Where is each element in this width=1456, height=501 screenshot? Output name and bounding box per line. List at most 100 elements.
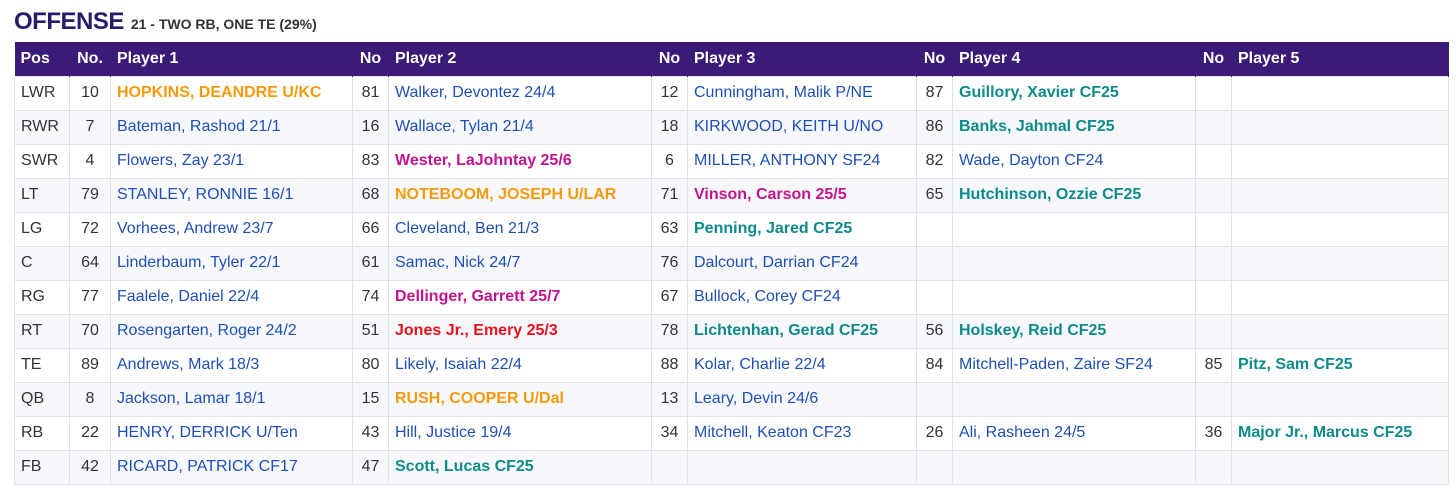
player-name-cell [952, 449, 1196, 485]
jersey-number-cell: 61 [352, 245, 389, 281]
table-row: RG 77 Faalele, Daniel 22/4 74 Dellinger, Gar… [14, 279, 1449, 315]
jersey-number-cell: 6 [651, 143, 688, 179]
player-name-cell[interactable]: Pitz, Sam CF25 [1231, 347, 1449, 383]
jersey-number-cell: 83 [352, 143, 389, 179]
player-name-cell[interactable]: Faalele, Daniel 22/4 [110, 279, 353, 315]
jersey-number-cell: 84 [916, 347, 953, 383]
player-name-cell[interactable]: Wade, Dayton CF24 [952, 143, 1196, 179]
player-name-cell[interactable]: Scott, Lucas CF25 [388, 449, 652, 485]
player-name-cell [1231, 449, 1449, 485]
player-name-cell[interactable]: Leary, Devin 24/6 [687, 381, 917, 417]
jersey-number-cell [1195, 177, 1232, 213]
player-name-cell[interactable]: Vorhees, Andrew 23/7 [110, 211, 353, 247]
player-name-cell [1231, 211, 1449, 247]
player-name-cell[interactable]: Dalcourt, Darrian CF24 [687, 245, 917, 281]
player-name-cell[interactable]: Kolar, Charlie 22/4 [687, 347, 917, 383]
position-cell: FB [14, 449, 70, 485]
header-row: Pos No. Player 1 No Player 2 No Player 3… [14, 42, 1449, 76]
player-name-cell[interactable]: Holskey, Reid CF25 [952, 313, 1196, 349]
player-name-cell[interactable]: Jackson, Lamar 18/1 [110, 381, 353, 417]
player-name-cell[interactable]: Samac, Nick 24/7 [388, 245, 652, 281]
player-name-cell [952, 279, 1196, 315]
player-name-cell [687, 449, 917, 485]
player-name-cell[interactable]: Guillory, Xavier CF25 [952, 75, 1196, 111]
player-name-cell[interactable]: RICARD, PATRICK CF17 [110, 449, 353, 485]
player-name-cell[interactable]: Hutchinson, Ozzie CF25 [952, 177, 1196, 213]
player-name-cell[interactable]: Flowers, Zay 23/1 [110, 143, 353, 179]
player-name-cell[interactable]: Bullock, Corey CF24 [687, 279, 917, 315]
player-name-cell[interactable]: Linderbaum, Tyler 22/1 [110, 245, 353, 281]
col-header-no: No [651, 42, 688, 76]
player-name-cell [1231, 177, 1449, 213]
player-name-cell [952, 211, 1196, 247]
player-name-cell[interactable]: Cleveland, Ben 21/3 [388, 211, 652, 247]
table-row: LG 72 Vorhees, Andrew 23/7 66 Cleveland, Ben… [14, 211, 1449, 247]
player-name-cell[interactable]: Penning, Jared CF25 [687, 211, 917, 247]
player-name-cell[interactable]: Banks, Jahmal CF25 [952, 109, 1196, 145]
player-name-cell[interactable]: Andrews, Mark 18/3 [110, 347, 353, 383]
jersey-number-cell [1195, 313, 1232, 349]
jersey-number-cell [1195, 211, 1232, 247]
position-cell: SWR [14, 143, 70, 179]
player-name-cell[interactable]: Ali, Rasheen 24/5 [952, 415, 1196, 451]
table-row: TE 89 Andrews, Mark 18/3 80 Likely, Isaiah 2… [14, 347, 1449, 383]
player-name-cell[interactable]: NOTEBOOM, JOSEPH U/LAR [388, 177, 652, 213]
player-name-cell[interactable]: HENRY, DERRICK U/Ten [110, 415, 353, 451]
table-body: LWR 10 HOPKINS, DEANDRE U/KC 81 Walker, Devo… [14, 75, 1449, 485]
player-name-cell[interactable]: Jones Jr., Emery 25/3 [388, 313, 652, 349]
position-cell: RG [14, 279, 70, 315]
section-title: OFFENSE [14, 8, 124, 35]
player-name-cell[interactable]: Dellinger, Garrett 25/7 [388, 279, 652, 315]
player-name-cell[interactable]: KIRKWOOD, KEITH U/NO [687, 109, 917, 145]
position-cell: RT [14, 313, 70, 349]
player-name-cell[interactable]: Wallace, Tylan 21/4 [388, 109, 652, 145]
col-header-player-3: Player 3 [687, 42, 917, 76]
jersey-number-cell: 85 [1195, 347, 1232, 383]
col-header-player-1: Player 1 [110, 42, 353, 76]
jersey-number-cell: 51 [352, 313, 389, 349]
player-name-cell [952, 245, 1196, 281]
jersey-number-cell: 88 [651, 347, 688, 383]
player-name-cell[interactable]: Rosengarten, Roger 24/2 [110, 313, 353, 349]
jersey-number-cell: 86 [916, 109, 953, 145]
jersey-number-cell [1195, 449, 1232, 485]
player-name-cell[interactable]: Hill, Justice 19/4 [388, 415, 652, 451]
player-name-cell[interactable]: Walker, Devontez 24/4 [388, 75, 652, 111]
player-name-cell[interactable]: Cunningham, Malik P/NE [687, 75, 917, 111]
jersey-number-cell: 36 [1195, 415, 1232, 451]
player-name-cell[interactable]: Lichtenhan, Gerad CF25 [687, 313, 917, 349]
jersey-number-cell: 80 [352, 347, 389, 383]
jersey-number-cell: 10 [69, 75, 111, 111]
player-name-cell[interactable]: Mitchell-Paden, Zaire SF24 [952, 347, 1196, 383]
player-name-cell [1231, 313, 1449, 349]
player-name-cell [1231, 143, 1449, 179]
jersey-number-cell [1195, 381, 1232, 417]
player-name-cell[interactable]: HOPKINS, DEANDRE U/KC [110, 75, 353, 111]
player-name-cell[interactable]: Mitchell, Keaton CF23 [687, 415, 917, 451]
player-name-cell[interactable]: Major Jr., Marcus CF25 [1231, 415, 1449, 451]
player-name-cell[interactable]: RUSH, COOPER U/Dal [388, 381, 652, 417]
jersey-number-cell: 34 [651, 415, 688, 451]
player-name-cell[interactable]: Bateman, Rashod 21/1 [110, 109, 353, 145]
player-name-cell[interactable]: STANLEY, RONNIE 16/1 [110, 177, 353, 213]
player-name-cell [1231, 75, 1449, 111]
jersey-number-cell [916, 381, 953, 417]
jersey-number-cell [1195, 143, 1232, 179]
position-cell: LWR [14, 75, 70, 111]
col-header-player-4: Player 4 [952, 42, 1196, 76]
jersey-number-cell: 70 [69, 313, 111, 349]
jersey-number-cell [916, 211, 953, 247]
player-name-cell[interactable]: Vinson, Carson 25/5 [687, 177, 917, 213]
player-name-cell[interactable]: MILLER, ANTHONY SF24 [687, 143, 917, 179]
col-header-no: No [1195, 42, 1232, 76]
player-name-cell[interactable]: Wester, LaJohntay 25/6 [388, 143, 652, 179]
jersey-number-cell [916, 449, 953, 485]
jersey-number-cell: 78 [651, 313, 688, 349]
position-cell: LG [14, 211, 70, 247]
col-header-no: No. [69, 42, 111, 76]
player-name-cell[interactable]: Likely, Isaiah 22/4 [388, 347, 652, 383]
jersey-number-cell: 15 [352, 381, 389, 417]
jersey-number-cell [1195, 279, 1232, 315]
jersey-number-cell: 82 [916, 143, 953, 179]
jersey-number-cell [916, 279, 953, 315]
